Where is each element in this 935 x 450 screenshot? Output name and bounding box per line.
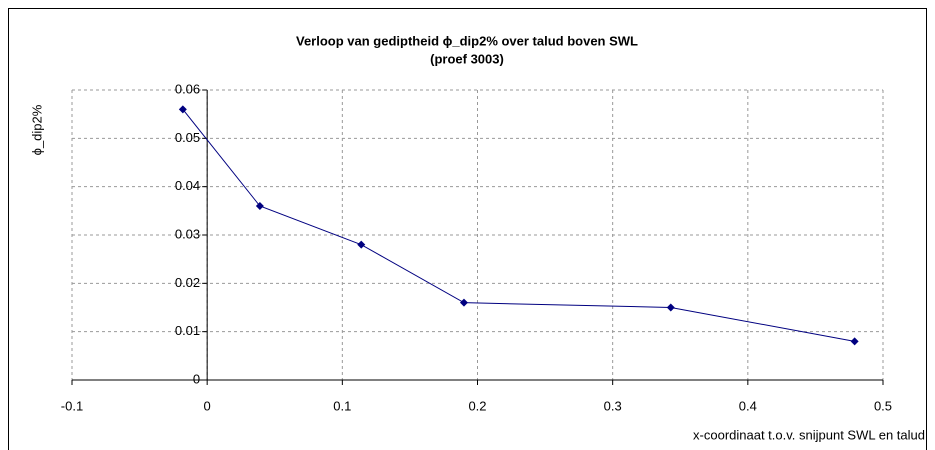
marker [178,105,187,114]
x-axis-label: x-coordinaat t.o.v. snijpunt SWL en talu… [693,427,925,442]
y-tick-label: 0.04 [175,178,200,193]
chart-title: Verloop van gediptheid ϕ_dip2% over talu… [296,33,638,48]
x-tick-label: 0.4 [739,398,757,413]
marker [459,298,468,307]
y-tick-label: 0.03 [175,226,200,241]
y-tick-label: 0 [193,371,200,386]
y-tick-label: 0.02 [175,275,200,290]
marker [255,202,264,210]
x-tick-label: 0 [204,398,211,413]
chart-subtitle: (proef 3003) [430,51,504,66]
x-tick-label: 0.3 [604,398,622,413]
marker [850,337,859,346]
y-axis-label: ϕ_dip2% [29,104,44,155]
y-tick-label: 0.05 [175,130,200,145]
x-tick-label: 0.5 [874,398,892,413]
y-tick-label: 0.01 [175,323,200,338]
chart-border [8,8,927,450]
x-tick-label: -0.1 [61,398,83,413]
y-tick-label: 0.06 [175,81,200,96]
marker [357,240,366,249]
series-line [182,109,855,342]
marker [666,303,675,312]
x-tick-label: 0.2 [468,398,486,413]
x-tick-label: 0.1 [333,398,351,413]
